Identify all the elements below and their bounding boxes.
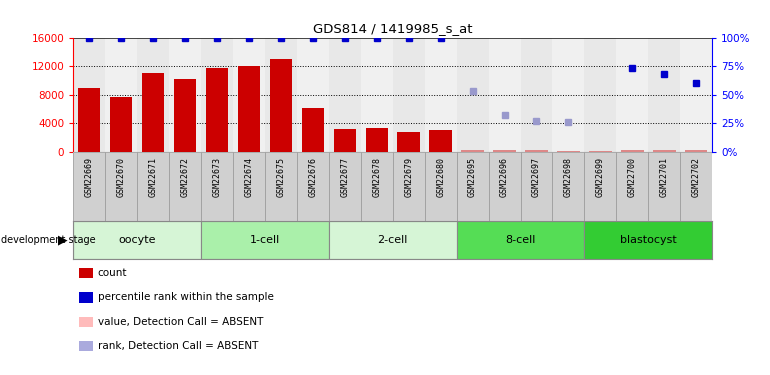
- Text: GSM22695: GSM22695: [468, 158, 477, 197]
- Bar: [73, 152, 105, 221]
- Text: GSM22697: GSM22697: [532, 158, 541, 197]
- Text: value, Detection Call = ABSENT: value, Detection Call = ABSENT: [98, 317, 263, 327]
- Bar: [174, 79, 196, 152]
- Text: oocyte: oocyte: [119, 235, 156, 245]
- Bar: [488, 152, 521, 221]
- Bar: [73, 221, 201, 259]
- Text: ▶: ▶: [58, 234, 68, 246]
- Text: count: count: [98, 268, 127, 278]
- Bar: [142, 73, 164, 152]
- Bar: [553, 152, 584, 221]
- Bar: [360, 38, 393, 152]
- Bar: [105, 152, 137, 221]
- Text: GSM22701: GSM22701: [660, 158, 669, 197]
- Bar: [425, 152, 457, 221]
- Bar: [425, 38, 457, 152]
- Title: GDS814 / 1419985_s_at: GDS814 / 1419985_s_at: [313, 22, 473, 35]
- Text: GSM22672: GSM22672: [180, 158, 189, 197]
- Text: GSM22675: GSM22675: [276, 158, 286, 197]
- Bar: [201, 38, 233, 152]
- Bar: [169, 152, 201, 221]
- Bar: [297, 152, 329, 221]
- Text: GSM22696: GSM22696: [500, 158, 509, 197]
- Text: 8-cell: 8-cell: [505, 235, 536, 245]
- Bar: [201, 221, 329, 259]
- Bar: [265, 152, 296, 221]
- Bar: [333, 129, 356, 152]
- Text: blastocyst: blastocyst: [620, 235, 677, 245]
- Bar: [73, 38, 105, 152]
- Bar: [397, 132, 420, 152]
- Bar: [206, 68, 228, 152]
- Bar: [78, 87, 100, 152]
- Text: rank, Detection Call = ABSENT: rank, Detection Call = ABSENT: [98, 341, 258, 351]
- Text: GSM22679: GSM22679: [404, 158, 413, 197]
- Bar: [201, 152, 233, 221]
- Bar: [584, 221, 712, 259]
- Bar: [366, 128, 388, 152]
- Bar: [557, 151, 580, 152]
- Bar: [621, 150, 644, 152]
- Text: GSM22700: GSM22700: [628, 158, 637, 197]
- Text: GSM22670: GSM22670: [116, 158, 126, 197]
- Text: development stage: development stage: [1, 235, 95, 245]
- Bar: [589, 151, 611, 152]
- Bar: [105, 38, 137, 152]
- Text: GSM22676: GSM22676: [308, 158, 317, 197]
- Bar: [329, 221, 457, 259]
- Bar: [617, 152, 648, 221]
- Bar: [457, 221, 584, 259]
- Bar: [653, 150, 675, 152]
- Bar: [430, 130, 452, 152]
- Bar: [648, 38, 681, 152]
- Bar: [685, 150, 708, 152]
- Text: GSM22677: GSM22677: [340, 158, 350, 197]
- Bar: [329, 152, 360, 221]
- Text: 1-cell: 1-cell: [249, 235, 280, 245]
- Bar: [457, 38, 488, 152]
- Bar: [302, 108, 324, 152]
- Bar: [494, 150, 516, 152]
- Text: GSM22699: GSM22699: [596, 158, 605, 197]
- Bar: [233, 152, 265, 221]
- Bar: [110, 97, 132, 152]
- Bar: [457, 152, 488, 221]
- Text: GSM22678: GSM22678: [372, 158, 381, 197]
- Bar: [584, 152, 617, 221]
- Bar: [584, 38, 617, 152]
- Bar: [488, 38, 521, 152]
- Bar: [617, 38, 648, 152]
- Text: percentile rank within the sample: percentile rank within the sample: [98, 292, 273, 302]
- Bar: [393, 38, 425, 152]
- Bar: [265, 38, 296, 152]
- Text: GSM22680: GSM22680: [436, 158, 445, 197]
- Text: GSM22698: GSM22698: [564, 158, 573, 197]
- Text: GSM22702: GSM22702: [691, 158, 701, 197]
- Bar: [270, 59, 292, 152]
- Bar: [553, 38, 584, 152]
- Bar: [329, 38, 360, 152]
- Bar: [681, 38, 712, 152]
- Bar: [137, 38, 169, 152]
- Bar: [238, 66, 260, 152]
- Text: GSM22673: GSM22673: [213, 158, 222, 197]
- Bar: [461, 150, 484, 152]
- Bar: [393, 152, 425, 221]
- Text: 2-cell: 2-cell: [377, 235, 408, 245]
- Text: GSM22669: GSM22669: [85, 158, 94, 197]
- Bar: [169, 38, 201, 152]
- Bar: [681, 152, 712, 221]
- Bar: [525, 150, 547, 152]
- Text: GSM22674: GSM22674: [244, 158, 253, 197]
- Bar: [360, 152, 393, 221]
- Bar: [648, 152, 681, 221]
- Text: GSM22671: GSM22671: [149, 158, 158, 197]
- Bar: [297, 38, 329, 152]
- Bar: [233, 38, 265, 152]
- Bar: [521, 152, 553, 221]
- Bar: [521, 38, 553, 152]
- Bar: [137, 152, 169, 221]
